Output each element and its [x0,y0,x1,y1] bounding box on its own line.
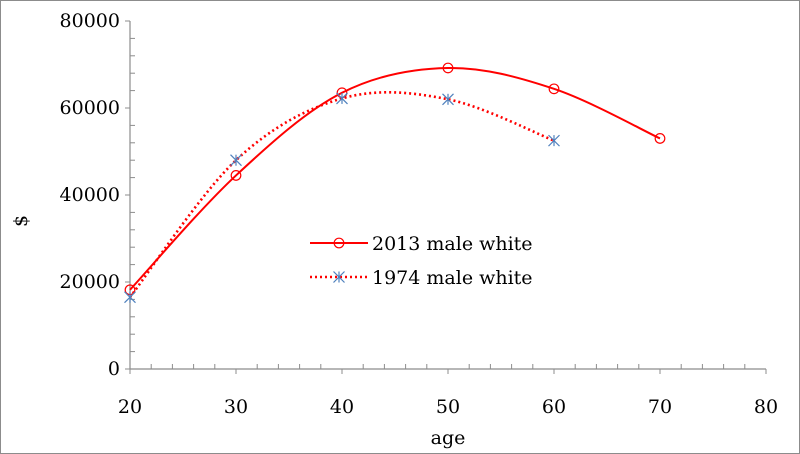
x-tick-label: 50 [436,396,460,418]
y-axis-title: $ [10,215,32,227]
series-0-point [654,133,666,144]
series-0-point [442,62,454,74]
legend: 2013 male white 1974 male white [310,233,533,289]
series-0 [124,62,666,296]
legend-label-2013: 2013 male white [372,233,533,255]
legend-item-1974: 1974 male white [310,267,533,289]
x-tick-labels: 20 30 40 50 60 70 80 [118,396,778,418]
x-tick-label: 70 [648,396,672,418]
y-tick-label: 40000 [60,184,120,206]
y-tick-label: 0 [108,358,120,380]
y-tick-label: 20000 [60,271,120,293]
x-tick-label: 20 [118,396,142,418]
legend-star-glyph [333,271,345,283]
x-tick-label: 60 [542,396,566,418]
y-tick-label: 80000 [60,10,120,32]
x-tick-label: 30 [224,396,248,418]
y-tick-marks [125,20,135,370]
x-tick-label: 40 [330,396,354,418]
series-1-point [548,134,560,147]
legend-swatch-1974-marker [333,271,345,283]
series-1-point [124,291,136,304]
y-tick-labels: 0 20000 40000 60000 80000 [60,10,120,380]
axes [125,20,767,374]
legend-label-1974: 1974 male white [372,267,533,289]
series-1-point [442,93,454,106]
series-layer [124,62,666,304]
legend-swatch-2013-marker [333,237,345,249]
x-axis-title: age [431,427,466,449]
legend-item-2013: 2013 male white [310,233,533,255]
series-1 [124,91,560,304]
series-0-line [129,66,661,291]
y-tick-label: 60000 [60,97,120,119]
series-0-point [230,170,242,181]
x-tick-label: 80 [754,396,778,418]
series-0-point [548,83,560,95]
x-tick-marks [129,364,767,374]
series-1-point [230,154,242,167]
series-1-point [336,92,348,105]
